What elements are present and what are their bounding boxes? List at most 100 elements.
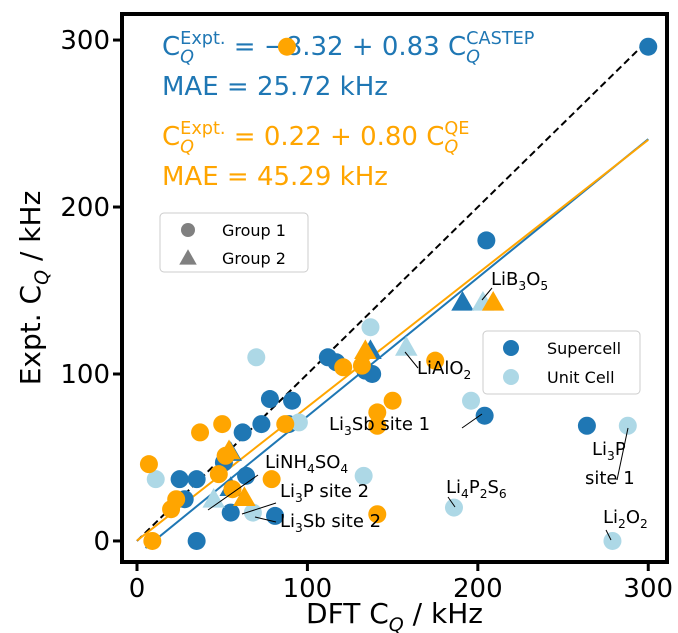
annotation: P — [469, 477, 480, 498]
formula-text: Expt. — [180, 119, 225, 139]
x-tick-label: 200 — [453, 574, 503, 604]
formula-text: Q — [444, 137, 458, 157]
data-point — [143, 531, 162, 550]
formula-text: C — [162, 122, 180, 152]
data-point — [187, 470, 206, 489]
annotation: Sb site 1 — [352, 414, 430, 435]
x-tick-label: 300 — [623, 574, 673, 604]
data-point — [462, 391, 481, 410]
data-point — [354, 339, 377, 360]
data-point — [139, 455, 158, 474]
annotation: 3 — [518, 279, 526, 293]
annotation: LiB — [491, 269, 518, 290]
data-point — [368, 403, 387, 422]
plot-frame — [120, 12, 669, 564]
data-point — [352, 356, 371, 375]
legend-marker — [179, 249, 197, 265]
data-point — [233, 423, 252, 442]
annotation: LiNH — [265, 452, 307, 473]
data-point — [237, 466, 256, 485]
annotation: 3 — [344, 424, 352, 438]
annotation: Li — [592, 439, 607, 460]
annotation: 2 — [640, 517, 648, 531]
data-point — [209, 465, 228, 484]
data-point — [276, 415, 295, 434]
annotation: Sb site 2 — [303, 511, 381, 532]
identity-line — [136, 39, 649, 542]
y-axis-label-text: / kHz — [14, 191, 47, 270]
data-point — [361, 318, 380, 337]
leader-line — [461, 413, 483, 429]
annotation: Li — [446, 477, 461, 498]
y-axis-label-text: Expt. C — [14, 285, 47, 385]
data-point — [451, 290, 474, 311]
leader-line — [241, 502, 277, 515]
data-point — [277, 37, 296, 56]
annotation: 3 — [607, 449, 615, 463]
y-axis-label-text: Q — [31, 270, 53, 285]
annotation: site 1 — [585, 468, 635, 489]
x-tick-label: 100 — [283, 574, 333, 604]
data-point — [260, 390, 279, 409]
data-point — [187, 531, 206, 550]
data-point — [475, 406, 494, 425]
data-point — [289, 413, 308, 432]
annotation: Li — [280, 511, 295, 532]
annotation: Li — [280, 481, 295, 502]
data-point — [223, 480, 242, 499]
data-point — [202, 487, 225, 508]
legend-box — [159, 212, 309, 273]
annotation: 2 — [464, 368, 472, 382]
leader-line — [605, 529, 612, 541]
legend-box — [482, 330, 641, 395]
leader-line — [207, 474, 259, 511]
data-point — [639, 37, 658, 56]
data-point — [395, 336, 418, 356]
formula-text: Q — [180, 137, 194, 157]
data-point — [618, 416, 637, 435]
data-point — [383, 391, 402, 410]
formula-text: Expt. — [180, 29, 225, 49]
data-point — [146, 470, 165, 489]
legend-label: Unit Cell — [547, 368, 615, 387]
data-point — [213, 415, 232, 434]
legend-marker — [503, 369, 519, 385]
data-point — [477, 231, 496, 250]
data-point — [368, 505, 387, 524]
legend-marker — [503, 340, 519, 356]
data-point — [334, 358, 353, 377]
data-point — [444, 498, 463, 517]
x-axis-label-text: Q — [389, 614, 404, 633]
legend-marker — [181, 223, 195, 237]
annotation: 4 — [461, 487, 469, 501]
annotation: 2 — [618, 517, 626, 531]
annotation: 6 — [499, 487, 507, 501]
annotation: SO — [315, 452, 341, 473]
data-point — [247, 348, 266, 367]
formula-text: MAE = 45.29 kHz — [162, 162, 388, 192]
annotation: O — [526, 269, 540, 290]
annotation: 4 — [340, 462, 348, 476]
data-point — [603, 531, 622, 550]
y-tick-label: 0 — [93, 527, 110, 557]
annotation: 3 — [295, 491, 303, 505]
annotation: 3 — [295, 521, 303, 535]
legend-label: Group 2 — [222, 249, 286, 268]
formula-text: MAE = 25.72 kHz — [162, 72, 388, 102]
y-tick-label: 200 — [60, 193, 110, 223]
x-tick-label: 0 — [129, 574, 146, 604]
annotation: LiAlO — [417, 358, 464, 379]
data-point — [577, 416, 596, 435]
formula-text: CASTEP — [466, 29, 535, 49]
formula-text: Q — [466, 47, 480, 67]
annotation: S — [487, 477, 498, 498]
formula-text: = 0.22 + 0.80 C — [226, 122, 445, 152]
formula-text: QE — [444, 119, 469, 139]
data-point — [221, 503, 240, 522]
legend-label: Group 1 — [222, 221, 286, 240]
data-point — [217, 439, 241, 460]
data-point — [354, 466, 373, 485]
